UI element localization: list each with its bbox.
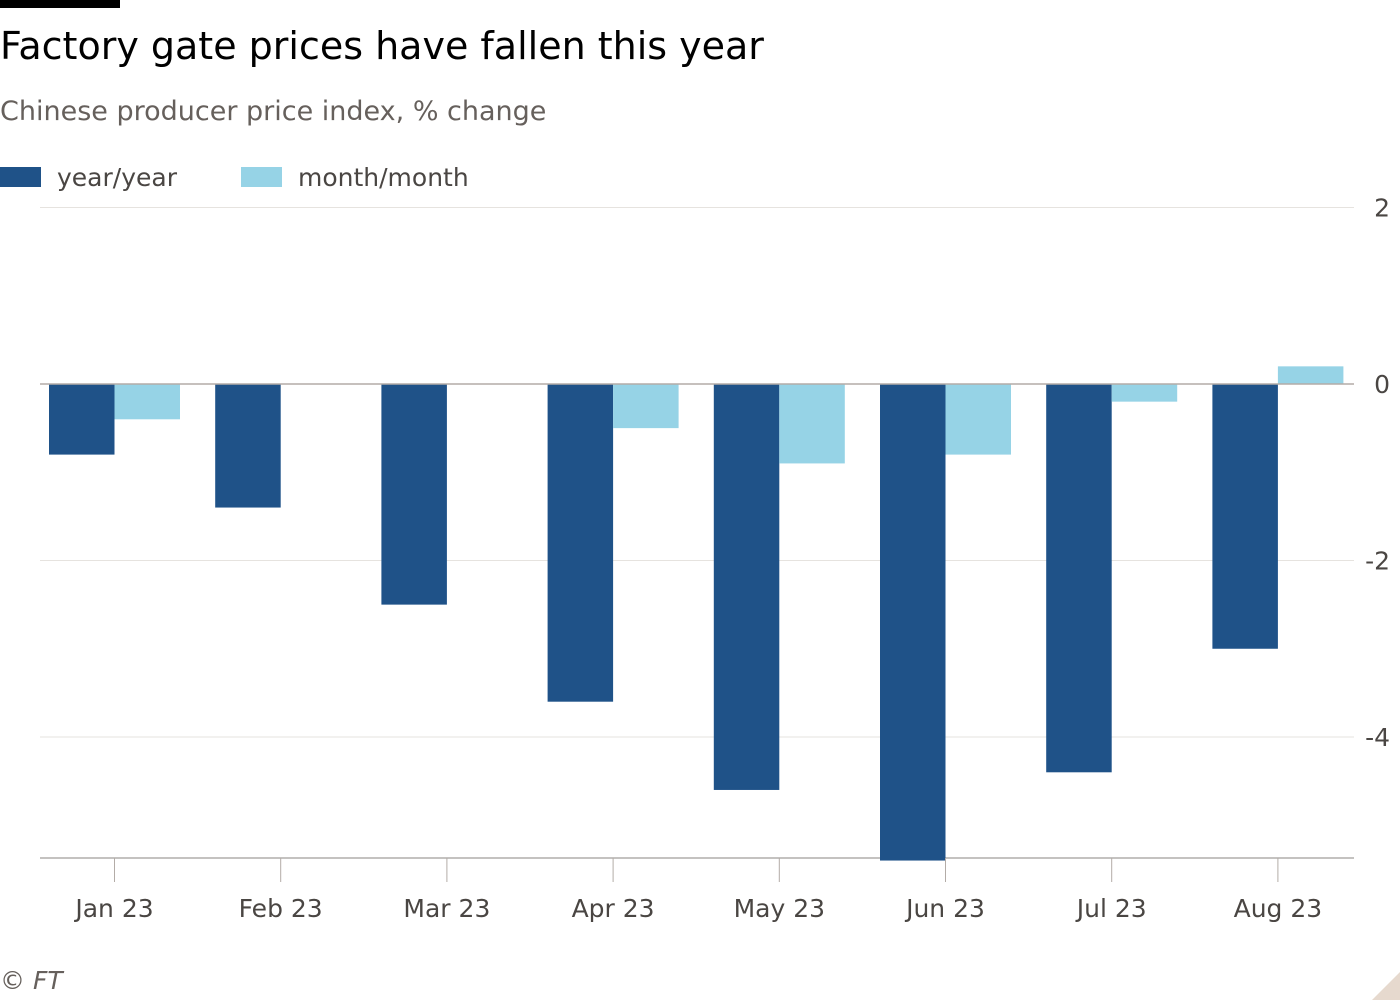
x-tick-label: Feb 23 — [239, 894, 323, 923]
x-tick-label: Aug 23 — [1234, 894, 1323, 923]
chart-subtitle: Chinese producer price index, % change — [0, 96, 547, 127]
x-tick-label: Jun 23 — [904, 894, 985, 923]
legend: year/year month/month — [0, 160, 533, 194]
y-tick-label: -2 — [1365, 547, 1390, 576]
bar-year-year — [547, 384, 614, 702]
y-tick-label: -4 — [1365, 723, 1390, 752]
legend-label-year-year: year/year — [57, 162, 177, 192]
x-tick-label: Jan 23 — [73, 894, 153, 923]
bar-month-month — [1277, 366, 1344, 384]
legend-item-month-month: month/month — [240, 162, 469, 192]
legend-swatch-month-month — [240, 167, 282, 187]
corner-mark — [1372, 972, 1400, 1000]
bar-year-year — [381, 384, 447, 605]
bar-month-month — [779, 384, 845, 464]
legend-swatch-year-year — [0, 167, 41, 187]
chart-title: Factory gate prices have fallen this yea… — [0, 24, 764, 68]
bar-year-year — [713, 384, 780, 790]
bar-year-year — [1046, 384, 1112, 773]
x-tick-label: Apr 23 — [572, 894, 655, 923]
y-tick-label: 2 — [1374, 194, 1390, 223]
brand-bar — [0, 0, 120, 8]
x-tick-label: Jul 23 — [1075, 894, 1147, 923]
x-tick-label: May 23 — [734, 894, 825, 923]
legend-item-year-year: year/year — [0, 163, 177, 192]
y-tick-label: 0 — [1374, 370, 1390, 399]
bar-year-year — [880, 384, 946, 861]
source-credit: © FT — [0, 966, 63, 995]
bar-month-month — [1111, 384, 1178, 402]
legend-label-month-month: month/month — [297, 162, 469, 192]
x-tick-label: Mar 23 — [403, 894, 490, 923]
bar-month-month — [114, 384, 180, 420]
bar-month-month — [945, 384, 1011, 455]
bar-chart: 2 0 -2 -4 Jan 23 Feb 23 Mar 23 Apr 23 May 23 Jun … — [40, 194, 1390, 923]
bar-year-year — [49, 384, 115, 455]
bar-year-year — [1212, 384, 1278, 649]
bar-year-year — [215, 384, 281, 508]
bar-month-month — [613, 384, 679, 429]
